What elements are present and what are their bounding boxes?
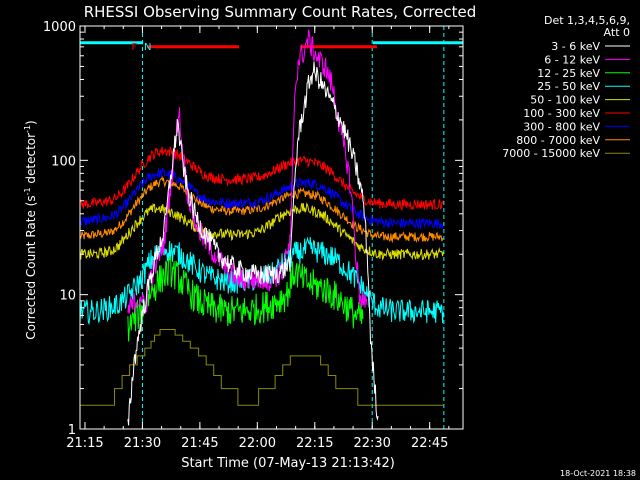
series-7000-15000keV xyxy=(80,329,444,406)
legend-label-1: 6 - 12 keV xyxy=(544,53,600,66)
plot-frame xyxy=(79,25,464,430)
series-800-7000keV xyxy=(79,175,444,244)
legend-label-4: 50 - 100 keV xyxy=(530,94,600,107)
x-tick-label-1: 21:30 xyxy=(124,436,161,451)
series-50-100keV xyxy=(79,202,444,261)
legend-label-0: 3 - 6 keV xyxy=(551,40,600,53)
x-tick-label-3: 22:00 xyxy=(239,436,276,451)
legend-label-8: 7000 - 15000 keV xyxy=(502,147,600,160)
legend-label-5: 100 - 300 keV xyxy=(523,107,600,120)
x-tick-label-0: 21:15 xyxy=(66,436,103,451)
y-tick-label-1: 10 xyxy=(59,289,76,304)
legend-label-6: 300 - 800 keV xyxy=(523,120,600,133)
series-12-25keV xyxy=(127,256,364,342)
y-tick-label-0: 1 xyxy=(68,423,76,438)
x-axis-label: Start Time (07-May-13 21:13:42) xyxy=(181,456,395,471)
x-tick-label-4: 22:15 xyxy=(296,436,333,451)
x-tick-label-2: 21:45 xyxy=(181,436,218,451)
flag-label-F: F xyxy=(132,42,138,53)
x-tick-label-6: 22:45 xyxy=(411,436,448,451)
legend-label-7: 800 - 7000 keV xyxy=(516,134,600,147)
series-300-800keV xyxy=(79,166,444,230)
y-tick-label-3: 1000 xyxy=(43,20,76,35)
chart-title: RHESSI Observing Summary Count Rates, Co… xyxy=(84,3,477,21)
y-tick-label-2: 100 xyxy=(51,154,76,169)
x-tick-label-5: 22:30 xyxy=(353,436,390,451)
legend-label-2: 12 - 25 keV xyxy=(537,67,600,80)
legend-header: Det 1,3,4,5,6,9, Att 0 xyxy=(544,14,630,39)
legend-header-line-2: Att 0 xyxy=(604,26,630,39)
legend-label-3: 25 - 50 keV xyxy=(537,80,600,93)
legend-header-line-1: Det 1,3,4,5,6,9, xyxy=(544,14,630,27)
flag-label-N: N xyxy=(144,42,151,53)
timestamp: 18-Oct-2021 18:38 xyxy=(560,469,636,478)
y-axis-label: Corrected Count Rate (s-1 detector-1) xyxy=(23,120,38,339)
series-3-6keV xyxy=(127,61,379,426)
series-100-300keV xyxy=(79,145,444,212)
